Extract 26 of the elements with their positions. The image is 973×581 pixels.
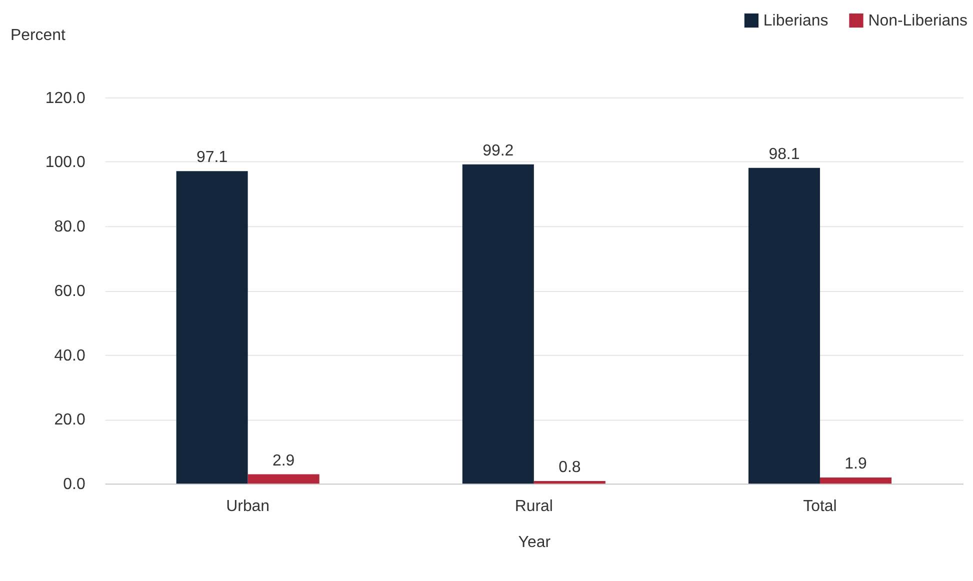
y-tick-label: 20.0 [54,412,86,429]
legend-label: Non-Liberians [868,12,968,30]
x-tick-label: Total [803,498,837,516]
bar [820,477,892,484]
data-label: 98.1 [768,146,800,163]
bar [462,164,534,484]
y-tick-label: 120.0 [45,90,86,107]
y-tick-label: 40.0 [54,347,86,364]
y-tick-label: 60.0 [54,282,86,300]
data-label: 1.9 [844,455,867,472]
x-tick-label: Rural [514,498,553,516]
y-axis-title: Percent [10,26,66,44]
legend-label: Liberians [763,12,828,30]
data-label: 2.9 [272,452,295,470]
data-label: 99.2 [482,142,514,160]
y-tick-label: 100.0 [45,154,86,172]
x-axis-title: Year [518,534,552,551]
bar [248,474,320,484]
data-label: 0.8 [558,459,581,476]
y-tick-label: 80.0 [54,218,86,236]
y-tick-label: 0.0 [63,476,86,494]
bar [748,168,820,484]
bar [534,481,606,484]
bar [176,171,248,484]
x-tick-label: Urban [226,498,270,516]
data-label: 97.1 [196,149,228,166]
